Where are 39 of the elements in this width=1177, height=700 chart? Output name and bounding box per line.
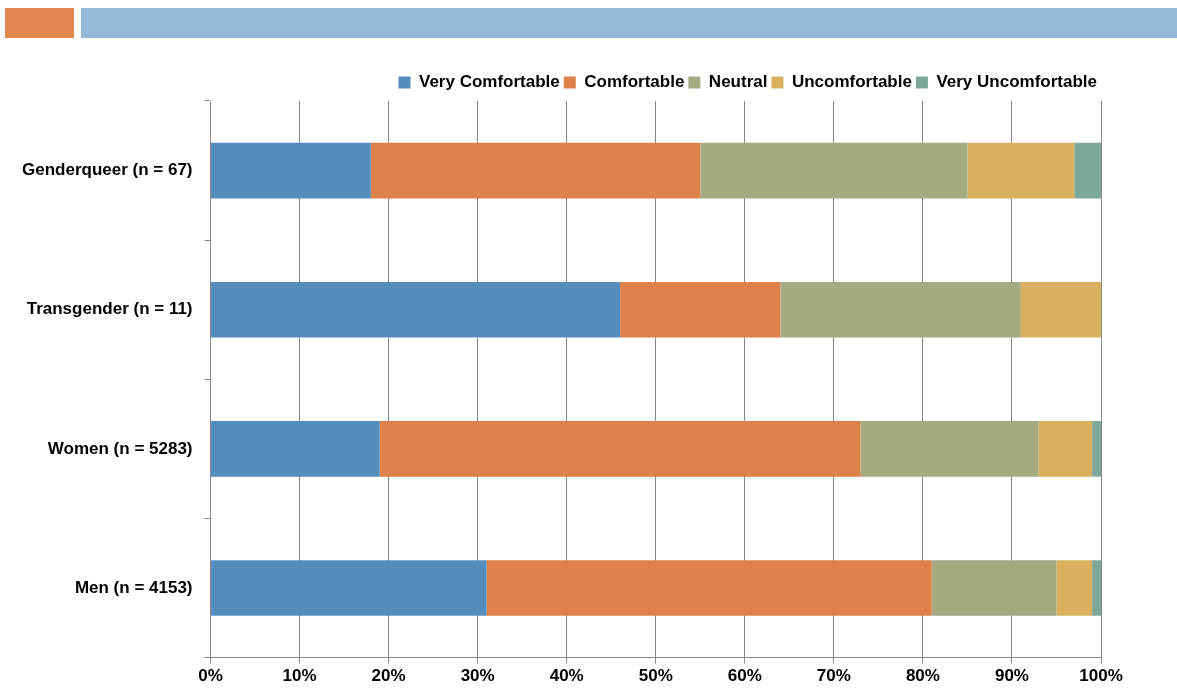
x-tick-label: 100% [1079,666,1123,686]
bar [211,560,487,616]
x-tick-label: 20% [371,666,406,686]
x-tick-label: 80% [905,666,940,686]
bar [967,142,1075,199]
legend-label: Comfortable [584,72,685,92]
x-tick-label: 50% [638,666,673,686]
bar [1092,421,1101,477]
legend-label: Neutral [708,72,768,92]
bar [780,281,1021,338]
bar [1056,560,1093,616]
bar [379,421,861,477]
x-tick-label: 70% [816,666,851,686]
y-tick-label: Women (n = 5283) [47,438,193,458]
bar [1020,281,1101,338]
x-tick-label: 0% [198,666,223,686]
bar [211,142,371,199]
bar [370,142,701,199]
y-tick-label: Genderqueer (n = 67) [21,160,193,180]
bar [1038,421,1093,477]
y-tick-label: Men (n = 4153) [74,577,193,597]
legend-label: Very Uncomfortable [936,72,1098,92]
x-tick-label: 10% [282,666,317,686]
x-tick-label: 40% [549,666,584,686]
bar [486,560,932,616]
x-tick-label: 60% [727,666,762,686]
bar [1074,142,1101,199]
bar [620,281,781,338]
legend-label: Very Comfortable [418,72,560,92]
bar [700,142,968,199]
bar [1092,560,1101,616]
bar [211,421,380,477]
x-tick-label: 30% [460,666,495,686]
bar [211,281,621,338]
y-tick-label: Transgender (n = 11) [26,299,193,319]
bar [860,421,1039,477]
x-tick-label: 90% [994,666,1029,686]
legend-label: Uncomfortable [791,72,912,92]
bar [931,560,1057,616]
